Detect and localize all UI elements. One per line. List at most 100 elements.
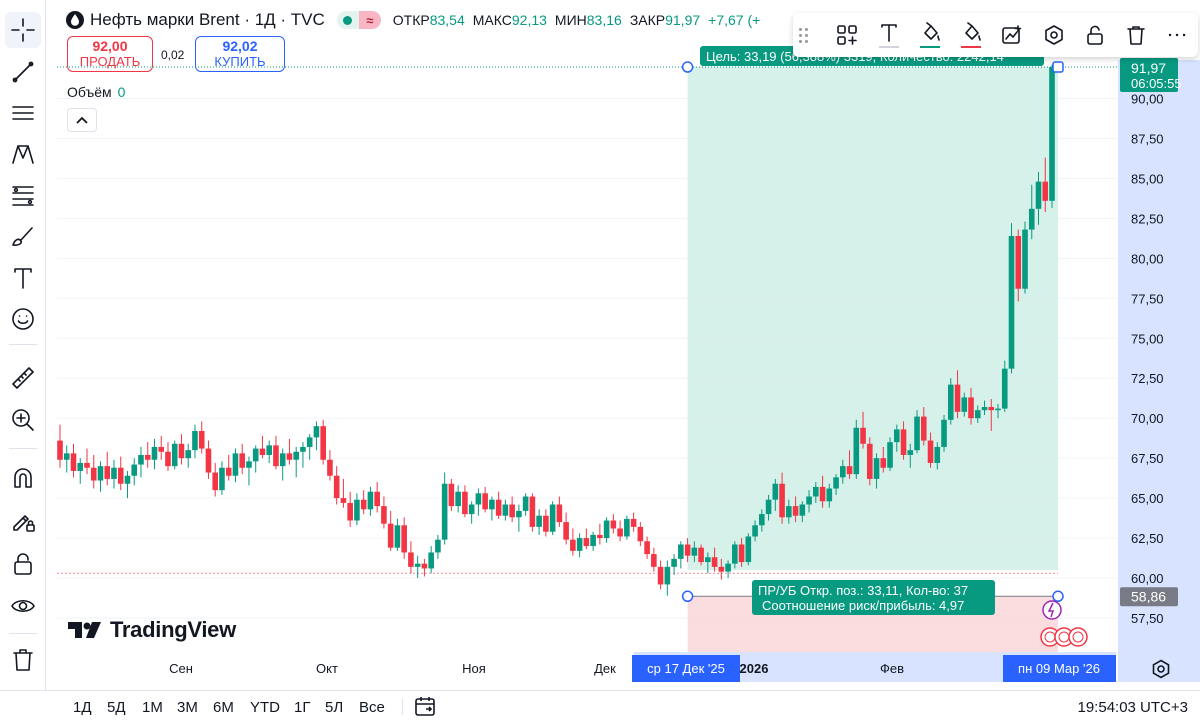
period-6m[interactable]: 6М <box>213 699 234 716</box>
emoji-button[interactable] <box>5 301 41 337</box>
price-tick-label: 57,50 <box>1131 611 1164 626</box>
ohlc-high-label: МАКС <box>472 12 512 28</box>
candle-body <box>354 499 360 521</box>
candle-body <box>273 445 279 467</box>
clock-timezone[interactable]: 19:54:03 UTC+3 <box>1077 699 1189 716</box>
remove-drawings-button[interactable] <box>5 642 41 678</box>
candle-body <box>340 498 347 503</box>
volume-indicator[interactable]: Объём 0 <box>67 84 125 100</box>
price-tick-label: 67,50 <box>1131 451 1164 466</box>
candle-body <box>475 493 482 505</box>
text-tool-button[interactable] <box>5 260 41 296</box>
period-all[interactable]: Все <box>359 699 385 716</box>
candle-body <box>252 448 259 462</box>
settings-button[interactable] <box>1033 15 1074 55</box>
candle-body <box>792 506 799 516</box>
drag-handle[interactable] <box>799 27 813 43</box>
candle-body <box>441 483 448 540</box>
candle-body <box>111 467 117 479</box>
period-1d[interactable]: 1Д <box>73 699 92 716</box>
pattern-button[interactable] <box>5 136 41 172</box>
candle-body <box>225 467 232 476</box>
candle-body <box>738 544 745 563</box>
time-tick-label: Фев <box>880 661 904 676</box>
text-color-button[interactable] <box>868 15 909 55</box>
candle-body <box>1001 368 1008 409</box>
fill-color-button[interactable] <box>909 15 950 55</box>
drawing-floating-toolbar <box>793 13 1198 57</box>
candle-body <box>1008 235 1015 369</box>
time-tick-label: Дек <box>594 661 616 676</box>
candle-body <box>732 544 738 564</box>
more-button[interactable] <box>1157 15 1198 55</box>
unlock-icon <box>1087 25 1103 45</box>
candle-body <box>367 491 374 510</box>
horizontal-lines-button[interactable] <box>5 95 41 131</box>
candle-body <box>610 520 617 529</box>
stroke-color-button[interactable] <box>951 15 992 55</box>
position-handle <box>1052 590 1064 603</box>
lock-all-button[interactable] <box>5 546 41 582</box>
chart-settings-button[interactable] <box>992 15 1033 55</box>
ohlc-values: ОТКР83,54 МАКС92,13 МИН83,16 ЗАКР91,97 +… <box>393 12 761 28</box>
market-open-icon <box>336 11 359 29</box>
candle-body <box>124 475 131 484</box>
collapse-indicators-button[interactable] <box>67 108 97 132</box>
price-axis-highlight <box>1118 60 1200 682</box>
magnet-button[interactable] <box>5 460 41 496</box>
period-3m[interactable]: 3М <box>177 699 198 716</box>
candle-body <box>893 429 900 443</box>
candle-body <box>583 538 590 547</box>
crosshair-button[interactable] <box>5 12 41 48</box>
ohlc-low-value: 83,16 <box>586 12 622 28</box>
more-icon <box>1169 33 1186 37</box>
chart-settings-gear[interactable] <box>1151 659 1171 679</box>
delete-button[interactable] <box>1116 15 1157 55</box>
candle-body <box>954 384 961 412</box>
candle-body <box>826 488 833 502</box>
candle-body <box>259 448 266 455</box>
ruler-button[interactable] <box>5 360 41 396</box>
hide-drawings-button[interactable] <box>5 588 41 624</box>
go-to-date-button[interactable] <box>414 695 436 717</box>
candle-body <box>860 427 866 444</box>
candle-body <box>765 499 772 515</box>
lock-button[interactable] <box>1074 15 1115 55</box>
candle-body <box>705 557 711 563</box>
sell-button[interactable]: 92,00 ПРОДАТЬ <box>67 36 153 72</box>
candle-body <box>563 522 569 540</box>
brush-button[interactable] <box>5 218 41 254</box>
ohlc-open-label: ОТКР <box>392 12 430 28</box>
candle-body <box>77 462 84 471</box>
candle-body <box>333 475 340 499</box>
market-status-pill[interactable]: ≈ <box>336 11 381 29</box>
symbol-title[interactable]: Нефть марки Brent · 1Д · TVC <box>90 10 325 29</box>
zoom-in-button[interactable] <box>5 402 41 438</box>
candle-body <box>745 536 752 563</box>
candle-body <box>637 526 644 542</box>
time-tick-label: Сен <box>169 661 193 676</box>
lock-drawing-button[interactable] <box>5 503 41 539</box>
volume-label: Объём <box>67 84 112 100</box>
period-ytd[interactable]: YTD <box>250 699 280 716</box>
period-5y[interactable]: 5Л <box>325 699 344 716</box>
tradingview-logo[interactable]: TradingView <box>68 617 236 643</box>
period-5d[interactable]: 5Д <box>107 699 126 716</box>
ohlc-close-value: 91,97 <box>665 12 701 28</box>
fib-button[interactable] <box>5 177 41 213</box>
candle-body <box>144 454 151 460</box>
price-chart[interactable]: Цель: 33,19 (56,388%) 3319, Количество: … <box>0 0 1200 690</box>
crosshair-icon <box>11 18 35 42</box>
buy-button[interactable]: 92,02 КУПИТЬ <box>195 36 285 72</box>
candle-body <box>158 446 165 452</box>
candle-body <box>408 552 414 567</box>
trend-line-button[interactable] <box>5 54 41 90</box>
period-1m[interactable]: 1М <box>142 699 163 716</box>
candle-body <box>374 491 380 507</box>
candle-body <box>448 483 455 507</box>
candle-body <box>502 504 509 516</box>
candle-body <box>1022 229 1028 289</box>
period-1y[interactable]: 1Г <box>294 699 311 716</box>
template-button[interactable] <box>827 15 868 55</box>
price-tick-label: 72,50 <box>1131 371 1164 386</box>
